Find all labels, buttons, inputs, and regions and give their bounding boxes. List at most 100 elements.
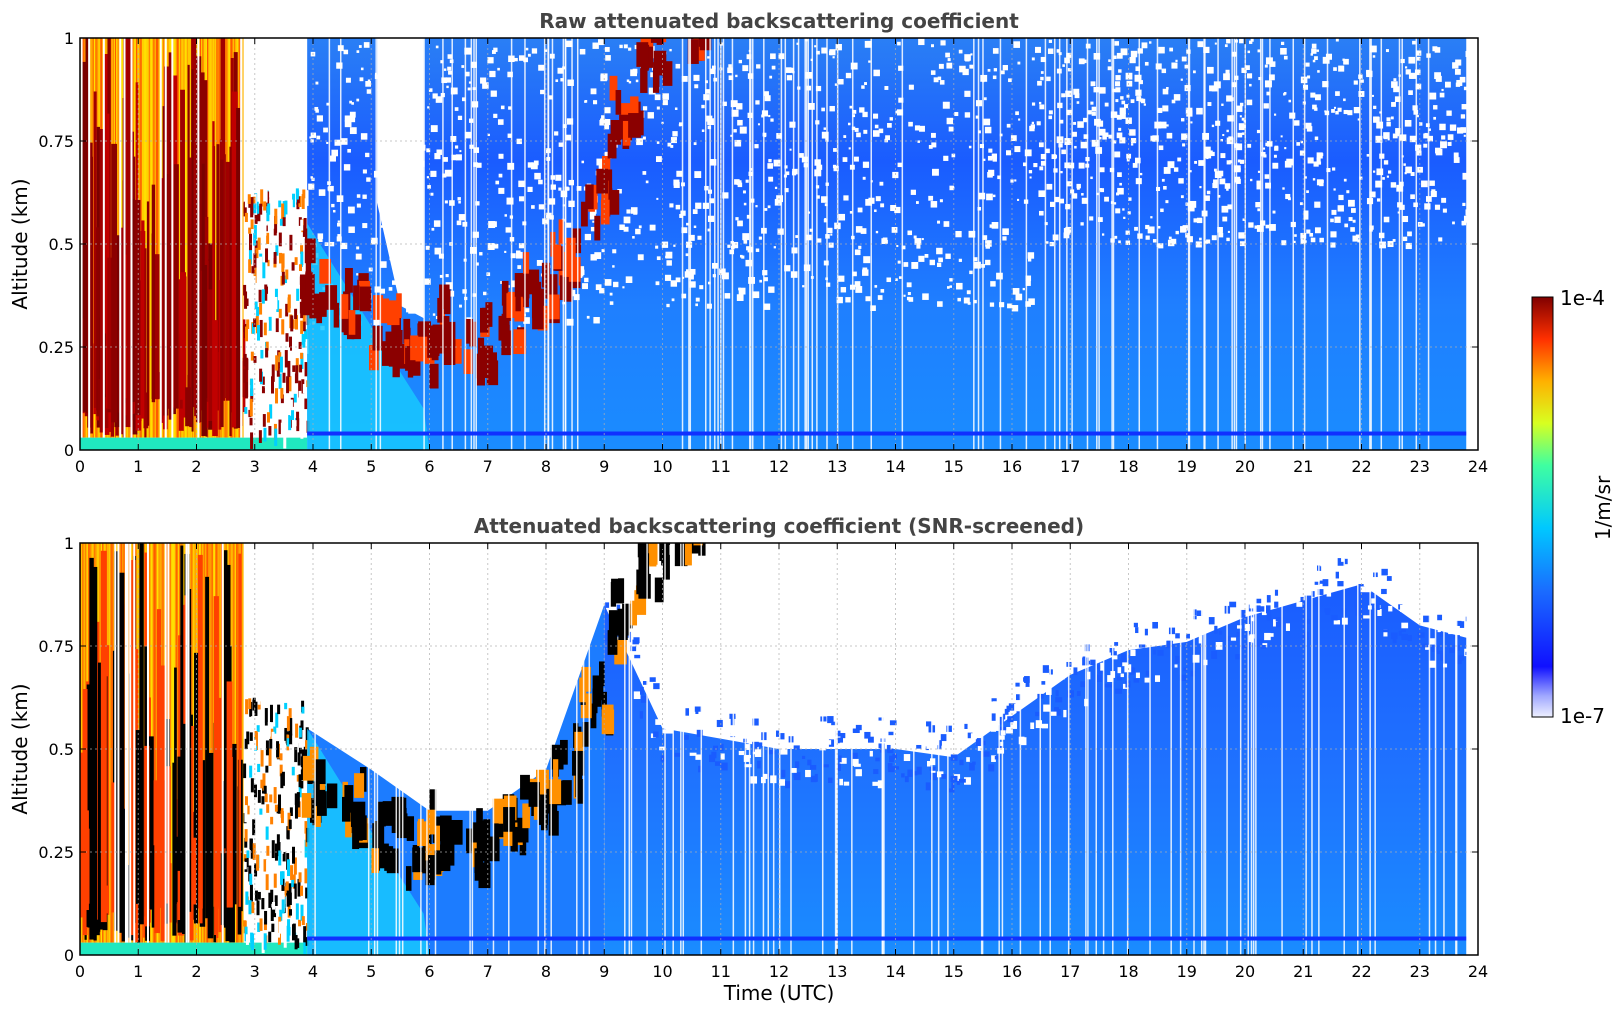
noise-speckle bbox=[1002, 236, 1007, 241]
noise-speckle bbox=[1135, 89, 1142, 96]
noise-speckle bbox=[464, 47, 472, 55]
edge-speckle bbox=[1327, 573, 1333, 578]
aerosol-layer-cell bbox=[572, 750, 585, 776]
edge-speckle bbox=[843, 781, 850, 786]
noise-speckle bbox=[983, 118, 991, 126]
mixed-signal bbox=[253, 318, 257, 328]
noise-speckle bbox=[451, 154, 457, 161]
missing-profile bbox=[1443, 543, 1445, 955]
edge-speckle bbox=[1137, 637, 1141, 643]
mixed-signal bbox=[271, 376, 275, 394]
noise-speckle bbox=[1025, 275, 1032, 282]
edge-speckle bbox=[992, 701, 997, 705]
edge-speckle bbox=[1214, 625, 1218, 634]
mixed-signal bbox=[278, 200, 282, 208]
mixed-signal bbox=[275, 355, 279, 371]
strong-streak bbox=[151, 845, 155, 928]
edge-speckle bbox=[743, 755, 750, 762]
noise-speckle bbox=[351, 102, 354, 105]
noise-speckle bbox=[777, 228, 784, 235]
mixed-signal bbox=[263, 201, 267, 211]
aerosol-layer-cell bbox=[374, 820, 385, 846]
mixed-signal bbox=[291, 300, 295, 309]
edge-speckle bbox=[878, 717, 884, 721]
mixed-signal bbox=[304, 329, 308, 342]
mixed-signal bbox=[290, 315, 294, 332]
edge-speckle bbox=[1394, 596, 1401, 605]
mixed-signal bbox=[288, 909, 292, 916]
mixed-signal bbox=[276, 834, 280, 850]
edge-speckle bbox=[1014, 690, 1021, 697]
aerosol-layer-cell bbox=[415, 336, 428, 362]
noise-speckle bbox=[1373, 105, 1377, 109]
edge-speckle bbox=[1010, 720, 1018, 729]
noise-speckle bbox=[989, 302, 995, 307]
edge-speckle bbox=[753, 712, 758, 718]
noise-speckle bbox=[514, 57, 518, 62]
noise-speckle bbox=[1387, 138, 1390, 141]
mixed-signal bbox=[295, 903, 299, 920]
aerosol-layer-cell bbox=[520, 774, 530, 800]
noise-speckle bbox=[906, 296, 911, 301]
noise-speckle bbox=[337, 220, 340, 223]
noise-speckle bbox=[938, 63, 944, 69]
edge-speckle bbox=[1300, 596, 1304, 605]
noise-speckle bbox=[1453, 152, 1459, 158]
mixed-signal bbox=[257, 297, 261, 314]
noise-speckle bbox=[1265, 224, 1270, 229]
noise-speckle bbox=[1129, 56, 1136, 64]
aerosol-layer-cell bbox=[662, 61, 673, 86]
edge-speckle bbox=[810, 764, 817, 770]
mixed-signal bbox=[263, 785, 267, 794]
noise-speckle bbox=[1258, 76, 1262, 81]
edge-speckle bbox=[1446, 626, 1451, 631]
mixed-signal bbox=[259, 368, 263, 382]
edge-speckle bbox=[977, 743, 982, 751]
noise-speckle bbox=[584, 100, 588, 103]
noise-speckle bbox=[500, 105, 505, 110]
noise-speckle bbox=[1264, 174, 1270, 179]
missing-profile bbox=[1261, 38, 1264, 450]
noise-speckle bbox=[604, 124, 610, 130]
strong-streak bbox=[201, 163, 205, 398]
noise-speckle bbox=[807, 102, 815, 110]
aerosol-layer-cell bbox=[443, 316, 450, 341]
noise-speckle bbox=[493, 113, 498, 118]
noise-speckle bbox=[1250, 178, 1253, 182]
noise-speckle bbox=[1178, 178, 1184, 184]
noise-speckle bbox=[1204, 151, 1212, 159]
noise-speckle bbox=[1017, 61, 1021, 65]
missing-profile bbox=[807, 38, 809, 450]
missing-profile bbox=[1343, 543, 1345, 955]
mixed-signal bbox=[268, 426, 272, 436]
aerosol-layer-cell bbox=[395, 343, 406, 369]
noise-speckle bbox=[1013, 41, 1021, 48]
noise-speckle bbox=[1335, 38, 1339, 42]
mixed-signal bbox=[244, 796, 248, 814]
noise-speckle bbox=[675, 63, 681, 69]
strong-streak bbox=[216, 144, 220, 411]
noise-speckle bbox=[531, 205, 535, 209]
noise-speckle bbox=[488, 221, 496, 229]
noise-speckle bbox=[1113, 55, 1117, 59]
edge-speckle bbox=[779, 733, 785, 740]
noise-speckle bbox=[768, 114, 771, 118]
edge-speckle bbox=[801, 755, 806, 759]
aerosol-layer-cell bbox=[628, 113, 641, 138]
missing-profile bbox=[117, 543, 120, 955]
edge-speckle bbox=[925, 782, 931, 791]
mixed-signal bbox=[265, 248, 269, 263]
noise-speckle bbox=[328, 185, 334, 192]
noise-speckle bbox=[983, 158, 986, 161]
x-tick-label: 5 bbox=[366, 962, 376, 981]
mixed-signal bbox=[243, 353, 247, 367]
noise-speckle bbox=[1031, 121, 1035, 125]
noise-speckle bbox=[1207, 102, 1212, 106]
noise-speckle bbox=[1232, 52, 1235, 55]
mixed-signal bbox=[264, 910, 268, 925]
missing-profile bbox=[544, 543, 546, 955]
noise-speckle bbox=[475, 201, 480, 206]
edge-speckle bbox=[685, 708, 690, 716]
noise-speckle bbox=[497, 119, 504, 125]
edge-speckle bbox=[1381, 568, 1388, 576]
